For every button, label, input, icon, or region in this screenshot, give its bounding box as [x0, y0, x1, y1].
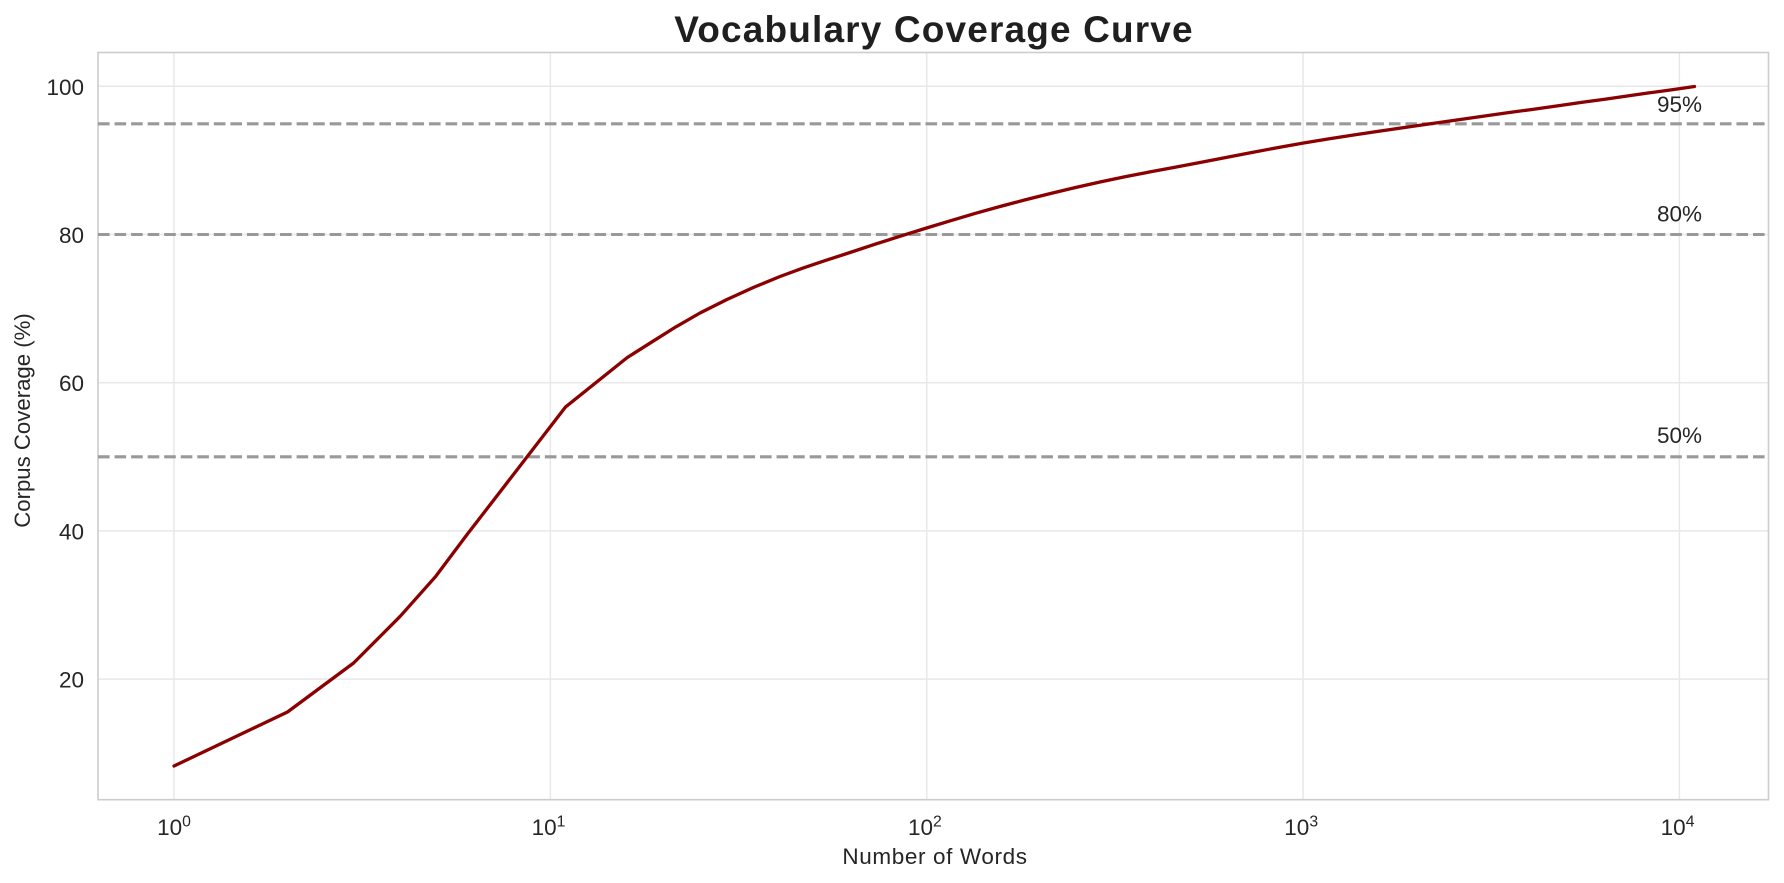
svg-text:50%: 50% — [1657, 423, 1702, 448]
svg-text:Vocabulary Coverage Curve: Vocabulary Coverage Curve — [674, 9, 1194, 50]
svg-text:80%: 80% — [1657, 202, 1702, 227]
svg-text:Number of Words: Number of Words — [842, 844, 1027, 869]
svg-text:Corpus Coverage (%): Corpus Coverage (%) — [10, 313, 35, 528]
svg-text:20: 20 — [59, 668, 84, 693]
svg-text:100: 100 — [46, 75, 84, 100]
svg-text:95%: 95% — [1657, 92, 1702, 117]
svg-text:60: 60 — [59, 371, 84, 396]
svg-text:80: 80 — [59, 223, 84, 248]
svg-text:40: 40 — [59, 519, 84, 544]
